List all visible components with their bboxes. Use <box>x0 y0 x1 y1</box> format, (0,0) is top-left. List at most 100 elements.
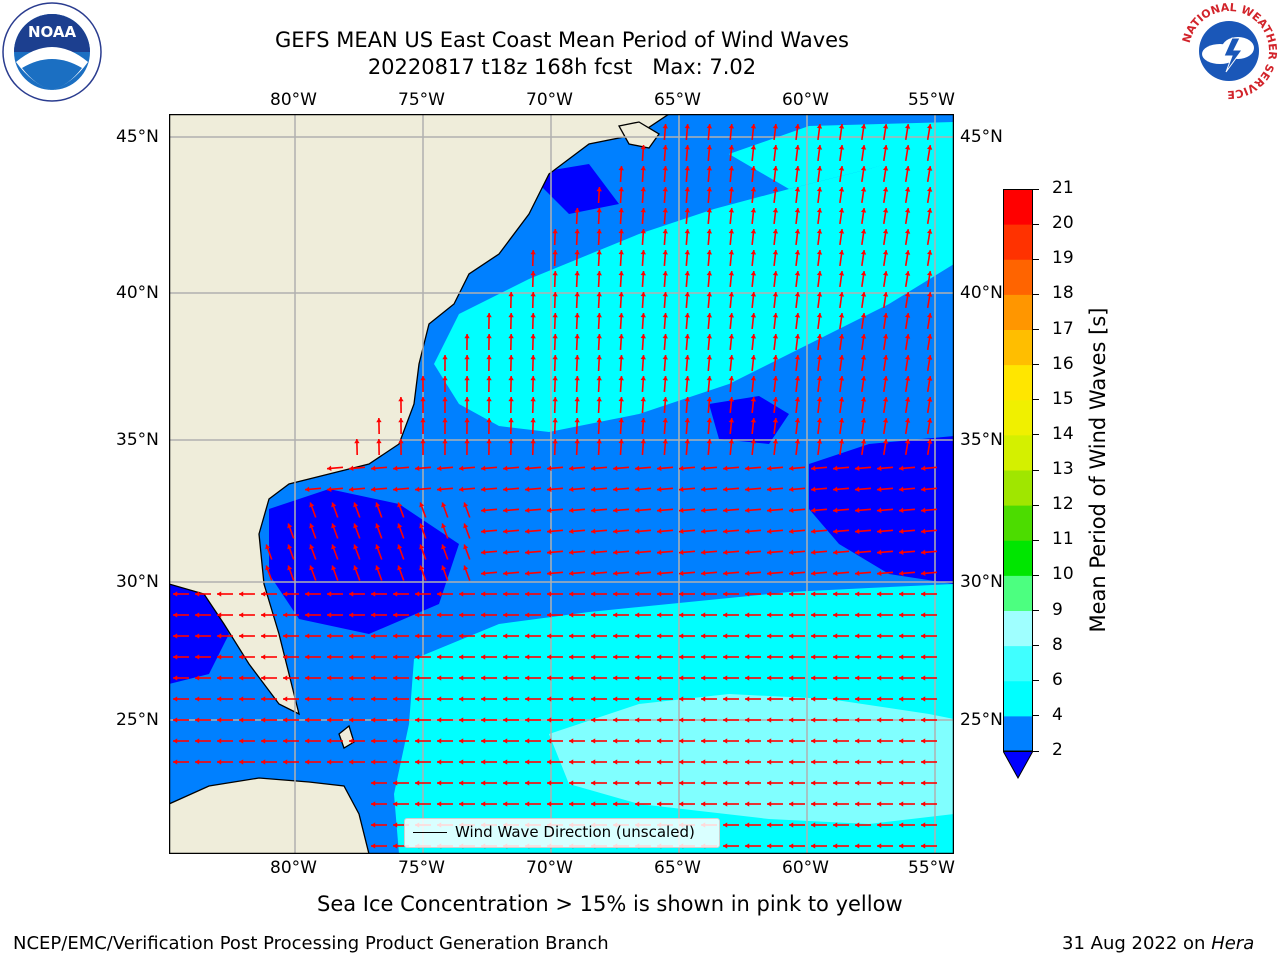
wave-direction-arrow <box>480 549 498 555</box>
map-panel[interactable] <box>169 114 954 854</box>
wave-direction-arrow <box>767 780 783 786</box>
wave-direction-arrow <box>838 123 845 141</box>
wave-direction-arrow <box>459 675 475 681</box>
colorbar-tick-label: 10 <box>1052 564 1074 585</box>
wave-direction-arrow <box>745 822 761 828</box>
wave-direction-arrow <box>375 544 383 560</box>
wave-direction-arrow <box>833 612 849 618</box>
wave-direction-arrow <box>437 654 453 660</box>
wave-direction-arrow <box>508 396 514 414</box>
wave-direction-arrow <box>679 738 695 744</box>
wave-direction-arrow <box>613 675 629 681</box>
wave-direction-arrow <box>706 186 713 204</box>
wave-direction-arrow <box>371 822 387 828</box>
wave-direction-arrow <box>794 396 801 414</box>
wave-direction-arrow <box>701 591 717 597</box>
wave-direction-arrow <box>574 291 580 309</box>
wave-direction-arrow <box>723 675 739 681</box>
wave-direction-arrow <box>283 633 299 639</box>
wave-direction-arrow <box>767 759 783 765</box>
colorbar-tick-label: 6 <box>1052 669 1063 690</box>
wave-direction-arrow <box>794 228 801 246</box>
wave-direction-arrow <box>568 465 586 471</box>
wave-direction-arrow <box>546 549 564 555</box>
wave-direction-arrow <box>261 696 277 702</box>
wave-direction-arrow <box>920 528 938 534</box>
wave-direction-arrow <box>481 696 497 702</box>
wave-direction-arrow <box>854 570 872 576</box>
wave-direction-arrow <box>855 591 871 597</box>
wave-direction-arrow <box>854 507 872 513</box>
wave-direction-arrow <box>524 507 542 513</box>
wave-direction-arrow <box>635 612 651 618</box>
wave-direction-arrow <box>508 417 514 435</box>
wave-direction-arrow <box>833 843 849 849</box>
wave-direction-arrow <box>393 591 409 597</box>
wave-direction-arrow <box>701 780 717 786</box>
lon-label-bottom: 60°W <box>782 858 829 878</box>
wave-direction-arrow <box>502 528 520 534</box>
wave-direction-arrow <box>530 354 536 372</box>
lat-label-left: 45°N <box>116 127 159 147</box>
wave-direction-arrow <box>772 375 779 393</box>
wave-direction-arrow <box>459 738 475 744</box>
wave-direction-arrow <box>305 759 321 765</box>
wave-direction-arrow <box>788 528 806 534</box>
wave-direction-arrow <box>613 612 629 618</box>
wave-direction-arrow <box>926 186 933 204</box>
wave-direction-arrow <box>684 291 690 309</box>
wave-direction-arrow <box>508 375 514 393</box>
wave-direction-arrow <box>376 417 382 435</box>
wave-direction-arrow <box>794 333 801 351</box>
wave-direction-arrow <box>678 570 696 576</box>
wave-direction-arrow <box>838 333 845 351</box>
colorbar-tick-mark <box>1033 364 1039 366</box>
colorbar <box>1002 189 1034 780</box>
wave-direction-arrow <box>904 417 911 435</box>
wave-direction-arrow <box>195 633 211 639</box>
band-6-8-south <box>549 694 954 824</box>
wave-direction-arrow <box>723 843 739 849</box>
wave-direction-arrow <box>437 759 453 765</box>
wave-direction-arrow <box>371 612 387 618</box>
colorbar-tick-mark <box>1033 188 1039 190</box>
wave-direction-arrow <box>331 523 339 539</box>
colorbar-tick-label: 11 <box>1052 529 1074 550</box>
wave-direction-arrow <box>640 354 646 372</box>
wave-direction-arrow <box>701 738 717 744</box>
wave-direction-arrow <box>816 228 823 246</box>
wave-direction-arrow <box>700 570 718 576</box>
period-contours <box>169 122 954 854</box>
wave-direction-arrow <box>860 165 867 183</box>
wave-direction-arrow <box>772 165 779 183</box>
colorbar-segment <box>1003 329 1033 366</box>
wave-direction-arrow <box>662 228 668 246</box>
wave-direction-arrow <box>618 417 624 435</box>
wave-direction-arrow <box>326 465 344 471</box>
wave-direction-arrow <box>524 570 542 576</box>
wave-direction-arrow <box>398 396 404 414</box>
wave-direction-arrow <box>547 591 563 597</box>
wave-direction-arrow <box>393 717 409 723</box>
lon-label-bottom: 55°W <box>908 858 955 878</box>
wave-direction-arrow <box>635 738 651 744</box>
wave-direction-arrow <box>591 696 607 702</box>
wave-direction-arrow <box>217 654 233 660</box>
wave-direction-arrow <box>706 396 713 414</box>
wave-direction-arrow <box>722 486 740 492</box>
wave-direction-arrow <box>789 822 805 828</box>
wave-direction-arrow <box>327 633 343 639</box>
wave-direction-arrow <box>552 249 558 267</box>
wave-direction-arrow <box>788 486 806 492</box>
wave-direction-arrow <box>750 333 757 351</box>
wave-direction-arrow <box>679 612 695 618</box>
wave-direction-arrow <box>463 523 471 539</box>
wave-direction-arrow <box>899 780 915 786</box>
wave-direction-arrow <box>788 507 806 513</box>
wave-direction-arrow <box>393 612 409 618</box>
wave-direction-arrow <box>701 801 717 807</box>
wave-direction-arrow <box>569 780 585 786</box>
wave-direction-arrow <box>728 249 735 267</box>
wave-direction-arrow <box>547 759 563 765</box>
wave-direction-arrow <box>679 780 695 786</box>
